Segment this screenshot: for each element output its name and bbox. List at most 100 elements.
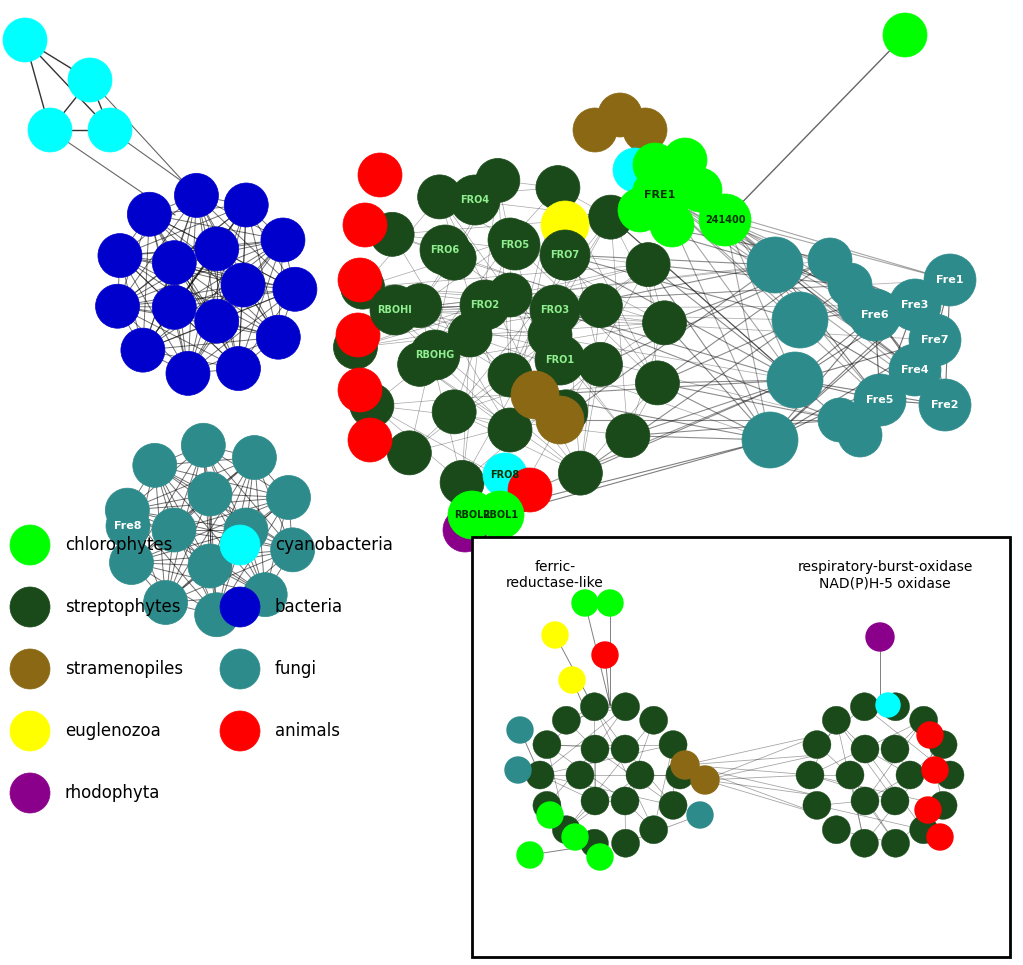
Circle shape <box>542 622 568 648</box>
Text: Fre5: Fre5 <box>866 395 894 405</box>
Text: FRO4: FRO4 <box>460 195 490 205</box>
Circle shape <box>633 143 677 187</box>
Circle shape <box>544 390 588 434</box>
Circle shape <box>10 649 50 689</box>
Circle shape <box>541 201 589 249</box>
Text: FRO6: FRO6 <box>431 245 459 255</box>
Circle shape <box>10 773 50 813</box>
Circle shape <box>540 230 590 280</box>
Circle shape <box>175 174 219 217</box>
Circle shape <box>626 761 654 789</box>
Text: Fre7: Fre7 <box>922 335 948 345</box>
Circle shape <box>143 581 187 624</box>
Circle shape <box>850 829 879 857</box>
Circle shape <box>929 731 958 758</box>
Circle shape <box>639 706 668 734</box>
Circle shape <box>613 148 657 192</box>
Text: FRO8: FRO8 <box>490 470 520 480</box>
Circle shape <box>537 802 563 828</box>
Text: RBOHG: RBOHG <box>415 350 454 360</box>
Circle shape <box>544 236 588 280</box>
Text: FRO5: FRO5 <box>500 240 530 250</box>
Circle shape <box>224 508 268 552</box>
Circle shape <box>803 731 831 758</box>
Circle shape <box>410 330 460 380</box>
Circle shape <box>348 418 392 462</box>
Circle shape <box>936 761 964 789</box>
Circle shape <box>828 263 872 307</box>
Circle shape <box>818 398 862 442</box>
Text: rhodophyta: rhodophyta <box>65 784 161 802</box>
Circle shape <box>882 693 909 721</box>
Circle shape <box>338 368 382 412</box>
Circle shape <box>536 396 584 444</box>
Circle shape <box>460 280 510 330</box>
Circle shape <box>566 761 594 789</box>
Text: cyanobacteria: cyanobacteria <box>275 536 393 554</box>
Circle shape <box>261 218 305 262</box>
Text: bacteria: bacteria <box>275 598 343 616</box>
Circle shape <box>535 335 585 385</box>
Circle shape <box>854 374 906 426</box>
Circle shape <box>476 491 524 539</box>
Circle shape <box>559 667 585 693</box>
Circle shape <box>533 731 561 758</box>
Circle shape <box>432 236 476 280</box>
Circle shape <box>927 824 953 850</box>
Circle shape <box>699 194 751 246</box>
Circle shape <box>220 587 260 627</box>
Circle shape <box>152 508 196 552</box>
Circle shape <box>181 424 225 467</box>
Circle shape <box>28 108 72 152</box>
Circle shape <box>448 313 492 357</box>
Circle shape <box>851 735 879 763</box>
Circle shape <box>221 263 265 307</box>
Circle shape <box>188 472 232 516</box>
Circle shape <box>552 706 580 734</box>
Circle shape <box>432 390 476 434</box>
Circle shape <box>350 383 394 427</box>
Circle shape <box>68 58 112 102</box>
Circle shape <box>194 227 238 271</box>
Circle shape <box>924 254 976 306</box>
Circle shape <box>267 476 311 519</box>
Circle shape <box>95 285 139 328</box>
Circle shape <box>513 373 557 417</box>
Circle shape <box>606 414 650 457</box>
Circle shape <box>822 815 850 843</box>
Circle shape <box>528 313 572 357</box>
Circle shape <box>440 460 484 505</box>
Text: euglenozoa: euglenozoa <box>65 722 161 740</box>
Circle shape <box>109 540 153 585</box>
Circle shape <box>581 787 609 815</box>
Circle shape <box>587 844 613 870</box>
Circle shape <box>889 344 941 396</box>
Circle shape <box>336 313 380 357</box>
Text: Fre4: Fre4 <box>901 365 929 375</box>
Circle shape <box>476 158 520 203</box>
Circle shape <box>917 722 943 748</box>
Circle shape <box>578 284 622 328</box>
Text: FRO2: FRO2 <box>471 300 499 310</box>
Circle shape <box>838 283 882 327</box>
Circle shape <box>10 525 50 565</box>
Circle shape <box>922 757 948 783</box>
Circle shape <box>505 757 531 783</box>
Circle shape <box>217 346 261 391</box>
Circle shape <box>398 284 442 328</box>
Circle shape <box>671 751 699 779</box>
Circle shape <box>271 528 315 572</box>
Circle shape <box>772 292 828 348</box>
Circle shape <box>398 343 442 386</box>
Text: animals: animals <box>275 722 340 740</box>
Circle shape <box>659 791 687 819</box>
Circle shape <box>580 829 609 857</box>
Circle shape <box>635 170 675 210</box>
Circle shape <box>642 301 686 345</box>
Circle shape <box>483 453 527 497</box>
Circle shape <box>612 693 639 721</box>
Text: FRO1: FRO1 <box>545 355 575 365</box>
Text: ferric-
reductase-like: ferric- reductase-like <box>506 560 604 591</box>
Text: RBOL1: RBOL1 <box>482 510 518 520</box>
Text: Fre2: Fre2 <box>931 400 959 410</box>
